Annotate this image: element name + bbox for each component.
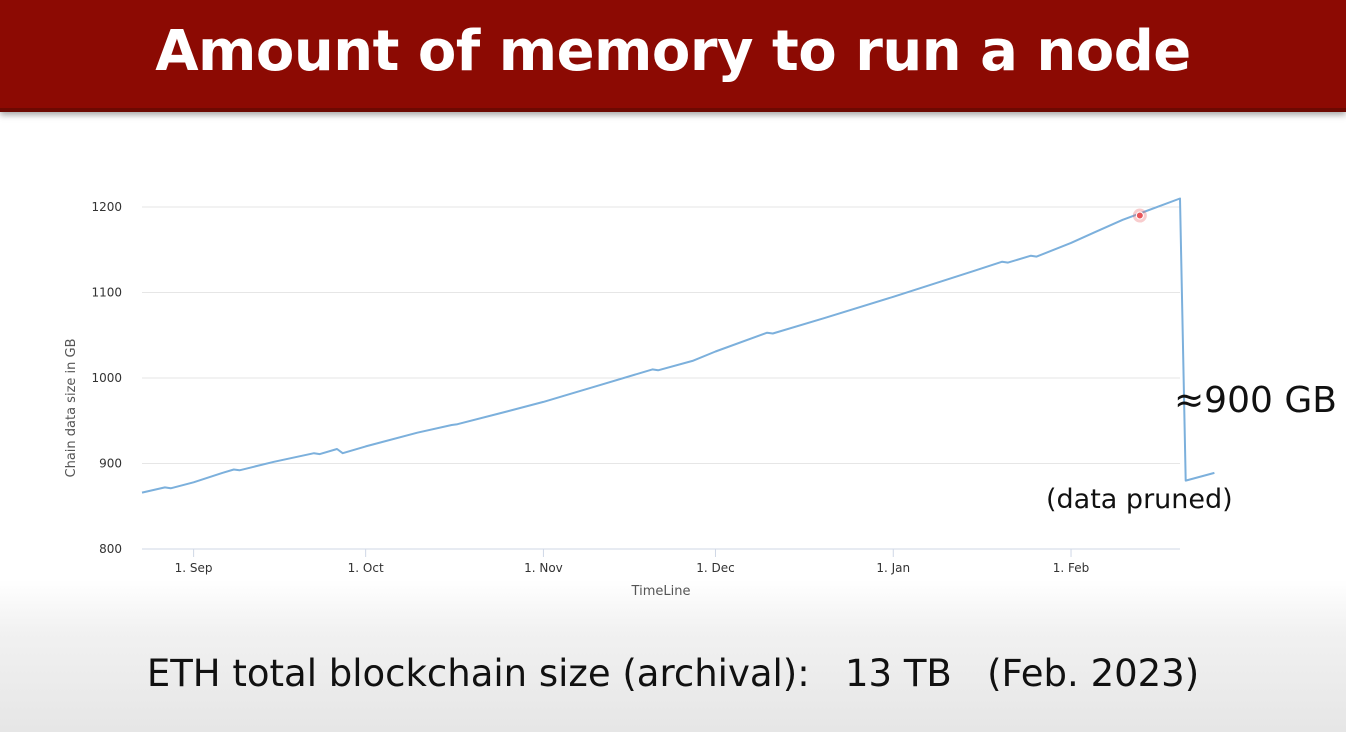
slide-caption: ETH total blockchain size (archival): 13…: [146, 652, 1200, 695]
y-tick-label: 1200: [91, 200, 122, 214]
x-tick-label: 1. Oct: [348, 561, 384, 575]
x-tick-label: 1. Feb: [1053, 561, 1090, 575]
y-tick-label: 1000: [91, 371, 122, 385]
y-tick-label: 900: [99, 457, 122, 471]
y-tick-label: 1100: [91, 286, 122, 300]
x-tick-label: 1. Dec: [696, 561, 734, 575]
caption-band: [0, 580, 1346, 732]
x-tick-label: 1. Jan: [876, 561, 910, 575]
slide-title: Amount of memory to run a node: [155, 18, 1191, 84]
y-axis-title: Chain data size in GB: [64, 339, 79, 478]
x-axis-ticks: 1. Sep 1. Oct 1. Nov 1. Dec 1. Jan 1. Feb: [175, 549, 1090, 575]
x-tick-label: 1. Nov: [524, 561, 563, 575]
y-axis-ticks: 800 900 1000 1100 1200: [91, 200, 122, 556]
pruned-note-annotation: (data pruned): [1046, 484, 1233, 515]
y-tick-label: 800: [99, 542, 122, 556]
highlight-marker-layer: [1132, 208, 1147, 223]
title-bar: Amount of memory to run a node: [0, 0, 1346, 112]
grid-lines: [142, 206, 1180, 464]
series-line: [141, 197, 1215, 494]
highlight-point: [1135, 211, 1144, 220]
series-layer: [141, 197, 1215, 494]
x-tick-label: 1. Sep: [175, 561, 213, 575]
pruned-size-annotation: ≈900 GB: [1174, 380, 1337, 421]
x-axis-title: TimeLine: [631, 584, 691, 599]
